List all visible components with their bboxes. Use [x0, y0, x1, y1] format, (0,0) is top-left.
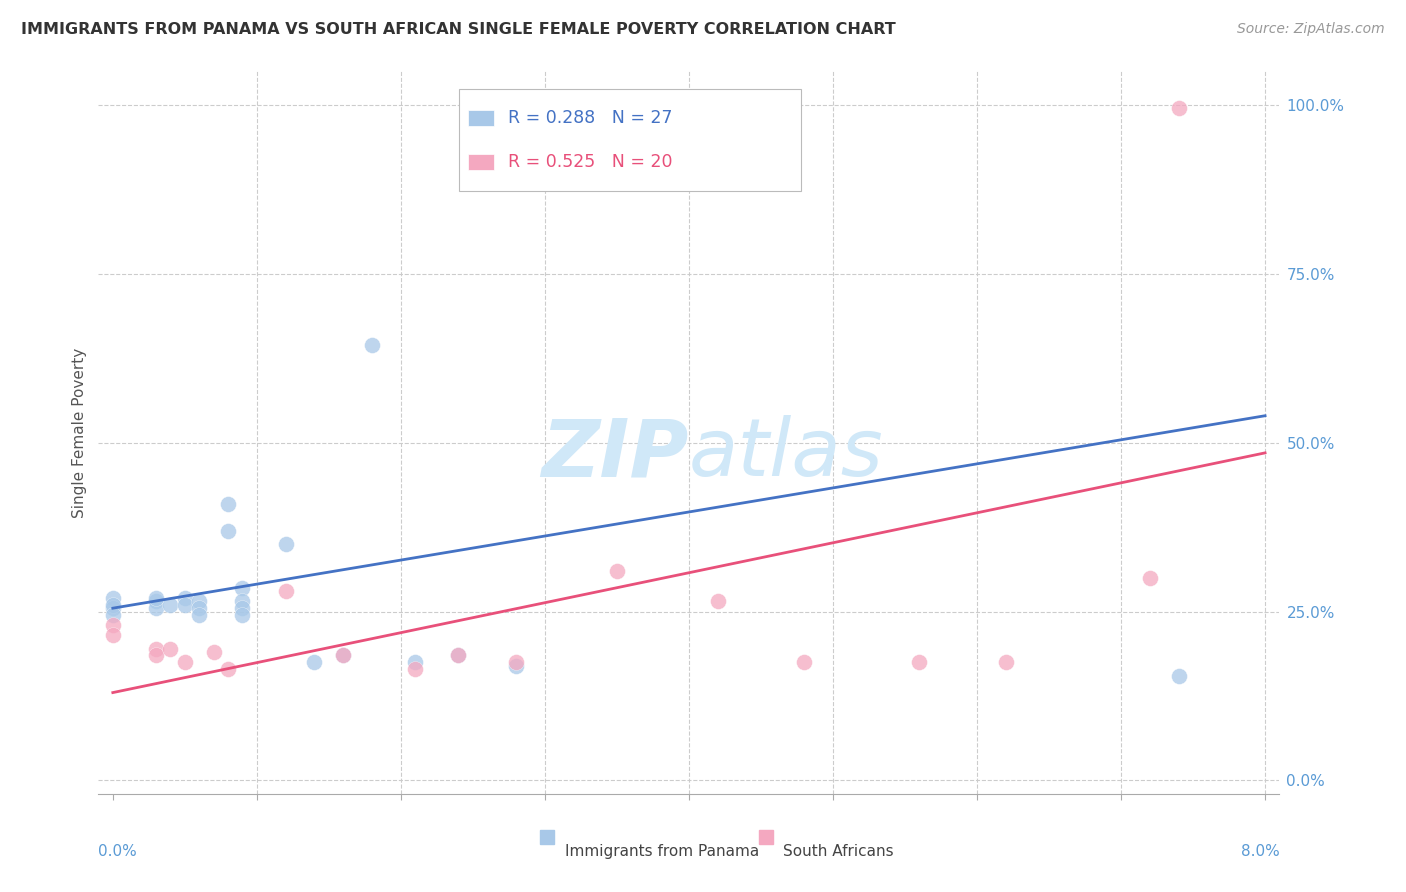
Point	[145, 641, 167, 656]
Point	[159, 641, 181, 656]
Text: South Africans: South Africans	[783, 845, 894, 860]
FancyBboxPatch shape	[468, 110, 494, 126]
Text: Source: ZipAtlas.com: Source: ZipAtlas.com	[1237, 22, 1385, 37]
Text: ZIP: ZIP	[541, 416, 689, 493]
Text: 8.0%: 8.0%	[1240, 845, 1279, 860]
Point	[173, 598, 195, 612]
Point	[505, 658, 527, 673]
Point	[145, 594, 167, 608]
Point	[606, 564, 628, 578]
Point	[793, 655, 815, 669]
Point	[217, 496, 239, 510]
Point	[231, 594, 253, 608]
Text: R = 0.525   N = 20: R = 0.525 N = 20	[508, 153, 672, 171]
Y-axis label: Single Female Poverty: Single Female Poverty	[72, 348, 87, 517]
Point	[217, 524, 239, 538]
Point	[274, 537, 297, 551]
Point	[447, 648, 470, 663]
Text: R = 0.288   N = 27: R = 0.288 N = 27	[508, 109, 672, 127]
Text: atlas: atlas	[689, 416, 884, 493]
Point	[101, 628, 124, 642]
Point	[447, 648, 470, 663]
Point	[145, 648, 167, 663]
Point	[1139, 571, 1161, 585]
Point	[188, 601, 211, 615]
Point	[101, 607, 124, 622]
Text: IMMIGRANTS FROM PANAMA VS SOUTH AFRICAN SINGLE FEMALE POVERTY CORRELATION CHART: IMMIGRANTS FROM PANAMA VS SOUTH AFRICAN …	[21, 22, 896, 37]
Point	[706, 594, 728, 608]
Text: Immigrants from Panama: Immigrants from Panama	[565, 845, 759, 860]
FancyBboxPatch shape	[468, 154, 494, 170]
Point	[1167, 669, 1189, 683]
Point	[202, 645, 225, 659]
Point	[101, 618, 124, 632]
Point	[994, 655, 1017, 669]
Point	[332, 648, 354, 663]
Point	[231, 581, 253, 595]
Point	[101, 591, 124, 605]
Point	[332, 648, 354, 663]
Point	[404, 655, 426, 669]
Point	[908, 655, 931, 669]
Point	[159, 598, 181, 612]
Point	[101, 601, 124, 615]
Point	[231, 601, 253, 615]
Point	[188, 594, 211, 608]
Point	[145, 591, 167, 605]
Point	[173, 655, 195, 669]
FancyBboxPatch shape	[458, 89, 801, 191]
Point	[404, 662, 426, 676]
Text: 0.0%: 0.0%	[98, 845, 138, 860]
Point	[1167, 102, 1189, 116]
Point	[505, 655, 527, 669]
Point	[304, 655, 326, 669]
Point	[188, 607, 211, 622]
Point	[173, 591, 195, 605]
Point	[361, 338, 384, 352]
Point	[231, 607, 253, 622]
Point	[101, 598, 124, 612]
Point	[145, 601, 167, 615]
Point	[217, 662, 239, 676]
Point	[274, 584, 297, 599]
